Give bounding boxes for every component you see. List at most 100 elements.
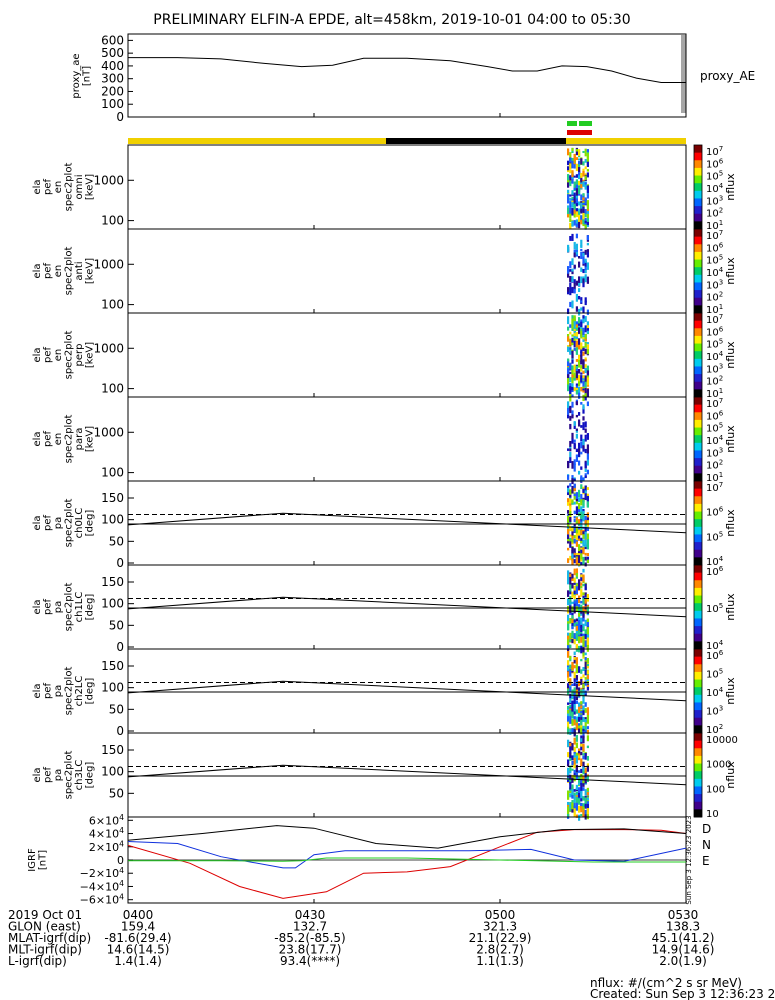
pitch-panel-1-ytick-label: 50 [109, 618, 124, 632]
pitch-panel-3-colorbar-segment [694, 755, 702, 765]
pitch-panel-1-colorbar-segment [694, 626, 702, 635]
pitch-panel-0-spectrogram-pixel [578, 506, 581, 513]
energy-panel-0-spectrogram-pixel [584, 209, 587, 214]
energy-panel-3-frame [127, 396, 687, 482]
pitch-panel-3-spectrogram-pixel [569, 802, 572, 809]
energy-panel-0-spectrogram-pixel [586, 169, 589, 172]
energy-panel-3-spectrogram-pixel [582, 422, 585, 431]
pitch-panel-0-spectrogram-pixel [586, 538, 589, 541]
pitch-panel-3-spectrogram-pixel [573, 802, 576, 810]
igrf-ytick-label: −2×104 [80, 866, 124, 880]
energy-panel-3-spectrogram-pixel [584, 468, 587, 472]
pitch-panel-2-spectrogram-pixel [580, 658, 583, 662]
energy-panel-2-spectrogram-pixel [578, 386, 581, 395]
footer-cell: 0400 [123, 908, 154, 922]
pitch-panel-0-spectrogram-pixel [571, 529, 574, 536]
pitch-panel-2-spectrogram-pixel [567, 683, 570, 687]
energy-panel-3-spectrogram-pixel [582, 404, 585, 410]
energy-panel-0-spectrogram-pixel [567, 205, 570, 210]
energy-panel-2-spectrogram-pixel [569, 351, 572, 355]
pitch-panel-2-spectrogram-pixel [567, 660, 570, 668]
energy-panel-0-spectrogram-pixel [575, 188, 578, 196]
energy-panel-2-colorbar-segment [694, 358, 702, 367]
pitch-panel-3-spectrogram-pixel [571, 784, 574, 789]
energy-panel-2-spectrogram-pixel [567, 374, 570, 379]
pitch-panel-2-spectrogram-pixel [584, 657, 587, 661]
energy-panel-1-spectrogram-pixel [582, 278, 585, 284]
energy-panel-1-spectrogram-pixel [569, 287, 572, 296]
pitch-panel-1-spectrogram-pixel [582, 626, 585, 632]
energy-panel-0-colorbar-tick: 103 [706, 194, 723, 207]
energy-panel-3-spectrogram-pixel [573, 442, 576, 449]
energy-panel-2-spectrogram-pixel [569, 371, 572, 374]
pitch-panel-1-spectrogram-pixel [567, 635, 570, 640]
energy-panel-1-spectrogram-pixel [578, 276, 581, 283]
energy-panel-1-spectrogram-pixel [582, 306, 585, 313]
pitch-panel-0-spectrogram-pixel [571, 550, 574, 559]
energy-panel-1-ylabel-line: en [53, 265, 64, 278]
energy-panel-1-spectrogram-pixel [575, 306, 578, 312]
pitch-panel-1-colorbar-segment [694, 572, 702, 581]
energy-panel-0-spectrogram-pixel [586, 221, 589, 226]
energy-panel-2-spectrogram-pixel [571, 350, 574, 359]
pitch-panel-0-spectrogram-pixel [569, 555, 572, 561]
energy-panel-1-spectrogram-pixel [571, 258, 574, 266]
energy-panel-2-spectrogram-pixel [575, 359, 578, 362]
pitch-panel-0-colorbar-segment [694, 519, 702, 528]
energy-panel-1-spectrogram-pixel [578, 295, 581, 300]
pitch-panel-3-spectrogram-pixel [567, 801, 570, 808]
pitch-panel-3-spectrogram-pixel [575, 742, 578, 747]
pitch-panel-3-frame [127, 732, 687, 818]
energy-panel-2-spectrogram-pixel [569, 362, 572, 370]
pitch-panel-0-spectrogram-pixel [584, 494, 587, 500]
pitch-panel-0-spectrogram-pixel [573, 483, 576, 487]
pitch-panel-1-ylabel-line: spec2plot [63, 583, 74, 632]
pitch-panel-2-spectrogram-pixel [586, 729, 589, 735]
pitch-panel-3-colorbar-segment [694, 740, 702, 749]
pitch-panel-0-spectrogram-pixel [575, 526, 578, 534]
pitch-panel-1-spectrogram-pixel [584, 629, 587, 638]
pitch-panel-0-spectrogram-pixel [571, 541, 574, 545]
pitch-panel-1-colorbar-segment [694, 565, 702, 574]
energy-panel-3-spectrogram-pixel [573, 459, 576, 465]
energy-panel-1-colorbar-segment [694, 297, 702, 306]
pitch-panel-1-colorbar-segment [694, 580, 702, 589]
pitch-panel-2-ylabel-line: [deg] [84, 678, 95, 705]
pitch-panel-2-spectrogram-pixel [567, 728, 570, 735]
pitch-panel-0-spectrogram-pixel [578, 489, 581, 498]
energy-panel-3-colorbar-segment [694, 450, 702, 459]
pitch-panel-1-spectrogram-pixel [571, 623, 574, 626]
pitch-panel-2-spectrogram-pixel [569, 668, 572, 677]
pitch-panel-3-spectrogram-pixel [575, 764, 578, 773]
pitch-panel-0-spectrogram-pixel [569, 483, 572, 487]
energy-panel-2-colorbar-tick: 102 [706, 375, 723, 388]
energy-panel-3-spectrogram-pixel [580, 441, 583, 449]
energy-panel-3-ylabel-line: [keV] [84, 426, 95, 452]
energy-panel-0-spectrogram-pixel [586, 201, 589, 210]
energy-panel-1-spectrogram-pixel [584, 278, 587, 283]
pitch-panel-1-spectrogram-pixel [575, 606, 578, 612]
energy-panel-0-spectrogram-pixel [575, 198, 578, 204]
pitch-panel-2-colorbar-segment [694, 702, 702, 711]
pitch-panel-0-spectrogram-pixel [582, 489, 585, 494]
energy-panel-3-spectrogram-pixel [582, 446, 585, 452]
pitch-panel-2-spectrogram-pixel [586, 715, 589, 722]
pitch-panel-2-spectrogram-pixel [582, 730, 585, 739]
energy-panel-0-spectrogram-pixel [578, 208, 581, 212]
pitch-panel-3-spectrogram-pixel [582, 796, 585, 801]
status-green-2 [579, 121, 592, 126]
proxy-ae-ytick-label: 0 [116, 110, 124, 124]
igrf-ytick-label: 6×104 [89, 813, 124, 827]
pitch-panel-0-spectrogram-pixel [584, 527, 587, 530]
pitch-panel-3-ylabel-line: ela [32, 767, 43, 782]
igrf-legend-E: E [702, 854, 710, 868]
pitch-panel-0-spectrogram-pixel [578, 553, 581, 557]
energy-panel-3-spectrogram-pixel [569, 448, 572, 452]
energy-panel-0-spectrogram-pixel [580, 208, 583, 212]
energy-panel-1-spectrogram-pixel [584, 266, 587, 270]
pitch-panel-0-spectrogram-pixel [569, 537, 572, 541]
pitch-panel-3-spectrogram-pixel [575, 784, 578, 790]
pitch-panel-0-spectrogram-pixel [578, 497, 581, 502]
pitch-panel-0-spectrogram-pixel [567, 531, 570, 535]
energy-panel-2-spectrogram-pixel [573, 387, 576, 392]
